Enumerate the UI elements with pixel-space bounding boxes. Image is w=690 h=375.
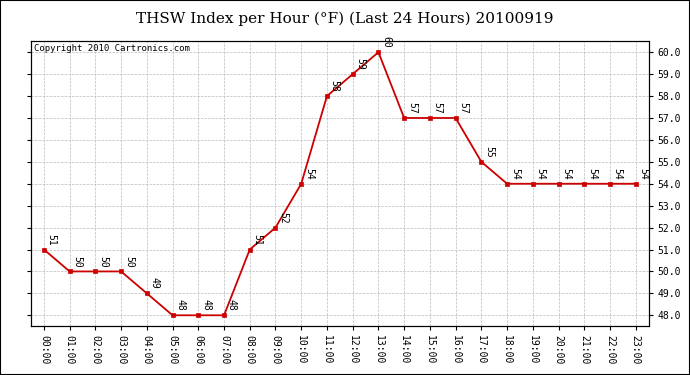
Text: 48: 48 [201,299,211,311]
Text: 54: 54 [587,168,597,180]
Text: THSW Index per Hour (°F) (Last 24 Hours) 20100919: THSW Index per Hour (°F) (Last 24 Hours)… [136,11,554,26]
Text: Copyright 2010 Cartronics.com: Copyright 2010 Cartronics.com [34,44,190,53]
Text: 57: 57 [433,102,443,114]
Text: 55: 55 [484,146,494,158]
Text: 54: 54 [304,168,314,180]
Text: 51: 51 [253,234,262,245]
Text: 50: 50 [124,255,134,267]
Text: 54: 54 [535,168,546,180]
Text: 57: 57 [407,102,417,114]
Text: 48: 48 [175,299,186,311]
Text: 52: 52 [278,211,288,223]
Text: 60: 60 [381,36,391,48]
Text: 54: 54 [638,168,649,180]
Text: 54: 54 [613,168,623,180]
Text: 57: 57 [458,102,469,114]
Text: 48: 48 [227,299,237,311]
Text: 50: 50 [98,255,108,267]
Text: 51: 51 [47,234,57,245]
Text: 54: 54 [510,168,520,180]
Text: 49: 49 [150,278,159,289]
Text: 58: 58 [330,80,339,92]
Text: 59: 59 [355,58,366,70]
Text: 54: 54 [562,168,571,180]
Text: 50: 50 [72,255,82,267]
